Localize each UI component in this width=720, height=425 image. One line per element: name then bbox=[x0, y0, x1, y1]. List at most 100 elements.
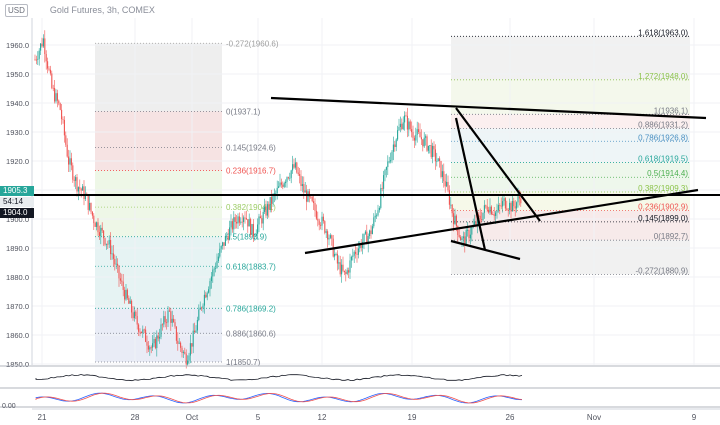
candle-body bbox=[47, 61, 49, 69]
candle-body bbox=[138, 324, 140, 332]
candle-body bbox=[192, 330, 194, 347]
candle-body bbox=[360, 243, 362, 248]
currency-badge[interactable]: USD bbox=[5, 3, 28, 17]
candle-body bbox=[98, 232, 100, 237]
candle-body bbox=[217, 256, 219, 261]
candle-body bbox=[348, 270, 350, 273]
candle-body bbox=[339, 262, 341, 275]
candle-body bbox=[492, 214, 494, 215]
candle-body bbox=[404, 115, 406, 123]
candle-body bbox=[439, 158, 441, 162]
candle-body bbox=[364, 231, 366, 234]
wedge-line-right[interactable] bbox=[455, 107, 541, 222]
candle-body bbox=[140, 331, 142, 334]
candle-body bbox=[52, 87, 54, 89]
candle-body bbox=[175, 326, 177, 341]
candle-body bbox=[411, 129, 413, 133]
candle-body bbox=[194, 330, 196, 333]
candle-body bbox=[258, 216, 260, 225]
candle-body bbox=[56, 93, 58, 101]
candle-body bbox=[359, 243, 361, 249]
candle-body bbox=[341, 264, 343, 275]
candle-body bbox=[124, 289, 126, 300]
candle-body bbox=[79, 187, 81, 189]
candle-body bbox=[35, 59, 37, 61]
candle-body bbox=[391, 151, 393, 161]
candle-body bbox=[455, 215, 457, 226]
candle-body bbox=[174, 322, 176, 327]
axes: 1850.01860.01870.01880.01890.01900.01910… bbox=[0, 18, 720, 422]
candle-body bbox=[408, 121, 410, 130]
fib-zone-top bbox=[95, 111, 222, 171]
candle-body bbox=[157, 335, 159, 339]
candle-body bbox=[433, 145, 435, 150]
y-tick-label: 1960.0 bbox=[6, 41, 29, 50]
candle-body bbox=[231, 221, 233, 230]
candle-body bbox=[462, 236, 464, 239]
candle-body bbox=[271, 197, 273, 204]
candle-body bbox=[355, 251, 357, 254]
candle-body bbox=[405, 115, 407, 117]
fib-zone-low bbox=[95, 236, 222, 309]
candle-body bbox=[75, 177, 77, 181]
candle-body bbox=[310, 196, 312, 198]
candle-body bbox=[517, 196, 519, 203]
candle-body bbox=[250, 219, 252, 235]
candle-body bbox=[93, 215, 95, 224]
candle-body bbox=[156, 335, 158, 349]
candle-body bbox=[279, 182, 281, 187]
wedge-line-left[interactable] bbox=[454, 117, 487, 251]
candle-body bbox=[259, 216, 261, 219]
candle-body bbox=[224, 235, 226, 246]
candle-body bbox=[185, 353, 187, 365]
x-tick-label: Nov bbox=[587, 413, 601, 422]
candle-body bbox=[324, 221, 326, 233]
candle-body bbox=[51, 73, 53, 88]
candle-body bbox=[328, 237, 330, 240]
candle-body bbox=[275, 193, 277, 194]
candle-body bbox=[107, 243, 109, 245]
candle-body bbox=[236, 221, 238, 224]
fib-zone-mid bbox=[95, 170, 222, 237]
support-trendline[interactable] bbox=[304, 188, 699, 255]
candle-body bbox=[349, 260, 351, 273]
candle-body bbox=[486, 206, 488, 210]
candle-body bbox=[177, 340, 179, 344]
candle-body bbox=[293, 164, 295, 168]
fib-level-label: 0.145(1924.6) bbox=[226, 144, 276, 153]
candle-body bbox=[150, 347, 152, 349]
candle-body bbox=[222, 242, 224, 247]
current-price-badge: 1905.3 bbox=[3, 186, 28, 195]
candle-body bbox=[226, 235, 228, 237]
candle-body bbox=[87, 195, 89, 210]
candle-body bbox=[412, 132, 414, 138]
countdown-badge: 54:14 bbox=[3, 197, 24, 206]
candle-body bbox=[178, 342, 180, 344]
candle-body bbox=[220, 246, 222, 249]
candle-body bbox=[436, 161, 438, 162]
x-tick-label: Oct bbox=[186, 413, 199, 422]
candle-body bbox=[353, 251, 355, 256]
trendline-drawings[interactable] bbox=[32, 96, 720, 261]
fib-level-label: 0(1937.1) bbox=[226, 107, 261, 116]
y-tick-label: 1950.0 bbox=[6, 70, 29, 79]
candle-body bbox=[369, 230, 371, 237]
fib-level-label: 0.236(1902.9) bbox=[638, 203, 688, 212]
y-tick-label: 1880.0 bbox=[6, 273, 29, 282]
candle-body bbox=[199, 307, 201, 310]
fib-level-label: 1.618(1963.0) bbox=[638, 28, 688, 37]
candle-body bbox=[426, 136, 428, 151]
candle-body bbox=[203, 294, 205, 306]
candle-body bbox=[100, 227, 102, 237]
candle-body bbox=[409, 121, 411, 130]
candle-body bbox=[465, 230, 467, 245]
candle-body bbox=[154, 339, 156, 349]
candle-body bbox=[68, 156, 70, 165]
candle-body bbox=[139, 331, 141, 333]
candle-body bbox=[350, 256, 352, 261]
candle-body bbox=[290, 170, 292, 178]
wedge-base-line[interactable] bbox=[450, 239, 521, 261]
candle-body bbox=[146, 341, 148, 346]
resistance-trendline[interactable] bbox=[270, 96, 707, 120]
